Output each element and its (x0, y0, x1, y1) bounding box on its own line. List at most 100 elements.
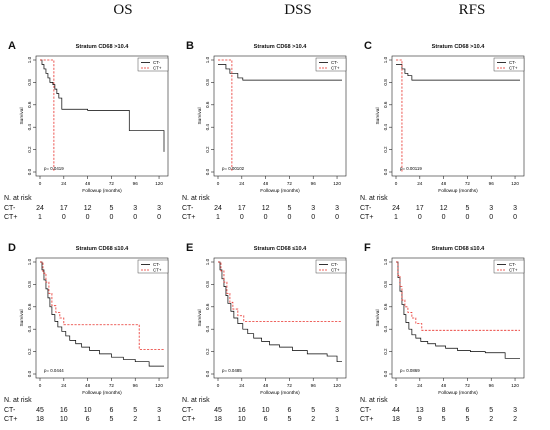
x-tick-label: 24 (417, 181, 423, 186)
risk-count: 5 (465, 205, 470, 212)
risk-count: 12 (261, 205, 270, 212)
panel-letter: F (364, 242, 371, 254)
risk-count: 5 (287, 205, 292, 212)
panel-title: Stratum CD68 ≤10.4 (253, 246, 307, 252)
risk-count: 44 (392, 407, 400, 414)
risk-count: 0 (109, 214, 114, 221)
x-tick-label: 120 (155, 181, 163, 186)
x-axis-label: Followup (months) (438, 390, 478, 396)
x-tick-label: 72 (465, 181, 471, 186)
panel-letter: C (364, 40, 372, 52)
legend-entry: CT+ (509, 268, 518, 273)
legend-entry: CT- (509, 60, 517, 65)
panel-title: Stratum CD68 >10.4 (253, 44, 307, 50)
plot-frame (213, 55, 347, 177)
km-plot-svg: 0 24 48 72 96 120 0.0 0.2 0.4 0.6 0.8 1.0 Followup (… (375, 257, 525, 396)
series-line-ctminus (396, 261, 520, 359)
risk-count: 0 (85, 214, 90, 221)
p-value: p= 0.0869 (400, 368, 420, 373)
risk-count: 3 (489, 205, 494, 212)
risk-count: 0 (287, 214, 292, 221)
km-panel-b: B Stratum CD68 >10.4 0 24 48 72 96 120 0.0 0.2 0.4… (178, 0, 358, 221)
risk-row-label: CT- (360, 407, 372, 414)
risk-count: 0 (335, 214, 339, 221)
risk-count: 12 (83, 205, 92, 212)
panel-letter: D (8, 242, 16, 254)
x-tick-label: 72 (287, 181, 293, 186)
series-line-ctplus (218, 59, 233, 172)
risk-count: 5 (109, 416, 114, 423)
x-tick-label: 72 (465, 383, 471, 388)
risk-count: 18 (36, 416, 44, 423)
risk-count: 6 (263, 416, 268, 423)
risk-count: 0 (133, 214, 138, 221)
risk-count: 5 (311, 407, 316, 414)
legend-entry: CT- (331, 262, 339, 267)
y-tick-label: 0.2 (27, 146, 32, 153)
series-line-ctminus (396, 64, 520, 81)
y-tick-label: 0.8 (383, 79, 388, 86)
legend-entry: CT- (509, 262, 517, 267)
y-tick-label: 1.0 (383, 56, 388, 63)
p-value: p= 0.00119 (400, 166, 422, 171)
risk-count: 5 (287, 416, 292, 423)
plot-frame (35, 55, 169, 177)
p-value: p= 0.00102 (222, 166, 245, 171)
risk-count: 24 (214, 205, 222, 212)
x-tick-label: 24 (239, 383, 245, 388)
risk-count: 18 (392, 416, 400, 423)
risk-count: 2 (133, 416, 138, 423)
risk-count: 0 (489, 214, 494, 221)
plot-frame (35, 257, 169, 379)
legend-entry: CT+ (509, 66, 518, 71)
p-value: p= 0.0485 (222, 368, 242, 373)
risk-header: N. at risk (182, 397, 210, 404)
risk-count: 0 (61, 214, 66, 221)
risk-count: 13 (415, 407, 424, 414)
y-tick-label: 0.8 (205, 79, 210, 86)
risk-count: 2 (489, 416, 494, 423)
y-tick-label: 0.4 (205, 124, 210, 131)
risk-row-label: CT- (360, 205, 372, 212)
risk-count: 1 (216, 214, 220, 221)
y-tick-label: 0.4 (205, 326, 210, 333)
legend-entry: CT+ (331, 66, 340, 71)
x-tick-label: 48 (441, 181, 447, 186)
risk-count: 16 (237, 407, 246, 414)
x-axis-label: Followup (months) (260, 390, 300, 396)
y-tick-label: 0.8 (205, 281, 210, 288)
km-plot-svg: 0 24 48 72 96 120 0.0 0.2 0.4 0.6 0.8 1.0 Followup (… (375, 55, 525, 194)
risk-row-label: CT- (182, 205, 194, 212)
legend-entry: CT+ (153, 268, 162, 273)
y-tick-label: 1.0 (205, 258, 210, 265)
risk-count: 3 (157, 407, 161, 414)
risk-row-label: CT+ (182, 214, 196, 221)
x-tick-label: 24 (417, 383, 423, 388)
x-tick-label: 96 (489, 181, 495, 186)
risk-count: 16 (59, 407, 68, 414)
x-tick-label: 96 (133, 383, 139, 388)
plot-frame (391, 55, 525, 177)
x-tick-label: 120 (511, 383, 519, 388)
risk-count: 9 (417, 416, 422, 423)
risk-header: N. at risk (182, 195, 210, 202)
y-tick-label: 0.2 (383, 348, 388, 355)
y-tick-label: 1.0 (205, 56, 210, 63)
x-tick-label: 0 (395, 383, 398, 388)
risk-table: N. at risk CT- 24 17 12 5 3 3 CT+ 1 0 0 0 0 0 (360, 194, 534, 228)
risk-count: 0 (513, 214, 517, 221)
risk-count: 3 (335, 205, 339, 212)
y-tick-label: 0.4 (383, 124, 388, 131)
risk-count: 10 (237, 416, 246, 423)
risk-count: 0 (441, 214, 446, 221)
risk-count: 10 (59, 416, 68, 423)
risk-row-label: CT+ (182, 416, 196, 423)
y-tick-label: 0.8 (383, 281, 388, 288)
x-tick-label: 96 (311, 383, 317, 388)
series-line-ctplus (396, 261, 520, 331)
y-tick-label: 0.6 (27, 101, 32, 108)
x-tick-label: 48 (85, 383, 91, 388)
risk-count: 3 (513, 205, 517, 212)
risk-count: 5 (133, 407, 138, 414)
risk-count: 18 (214, 416, 222, 423)
